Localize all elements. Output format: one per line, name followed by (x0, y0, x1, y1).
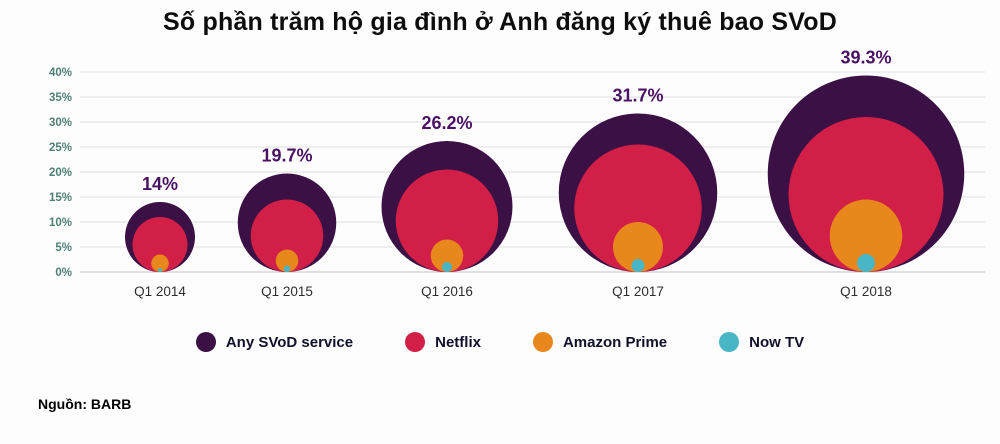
bubble-netflix-q1-2017 (574, 144, 702, 272)
y-tick-label: 5% (55, 242, 72, 254)
bubble-netflix-q1-2018 (788, 117, 944, 272)
bubble-amazon-prime-q1-2016 (430, 239, 464, 272)
source-note: Nguồn: BARB (38, 396, 132, 412)
legend-item-now-tv: Now TV (719, 332, 804, 352)
legend-item-any-svod-service: Any SVoD service (195, 332, 354, 352)
bubble-netflix-q1-2015 (250, 199, 324, 272)
legend-item-amazon-prime: Amazon Prime (532, 332, 668, 352)
legend-swatch-amazon-prime (532, 332, 553, 352)
bubble-now-tv-q1-2015 (283, 265, 291, 272)
value-label-q1-2014: 14% (142, 174, 178, 194)
legend-swatch-now-tv (719, 332, 740, 352)
y-tick-label: 10% (49, 217, 72, 229)
y-tick-label: 0% (55, 267, 72, 279)
value-label-q1-2015: 19.7% (261, 146, 312, 166)
bubble-now-tv-q1-2016 (442, 262, 452, 272)
x-tick-label-q1-2018: Q1 2018 (840, 284, 892, 299)
bubble-amazon-prime-q1-2017 (613, 222, 663, 272)
y-tick-label: 40% (49, 67, 72, 79)
legend-label-netflix: Netflix (435, 333, 481, 351)
x-tick-label-q1-2015: Q1 2015 (261, 284, 313, 299)
x-tick-label-q1-2014: Q1 2014 (134, 284, 186, 299)
legend-swatch-netflix (405, 332, 426, 352)
y-tick-label: 15% (49, 192, 72, 204)
chart-title: Số phần trăm hộ gia đình ở Anh đăng ký t… (162, 8, 838, 36)
legend: Any SVoD service Netflix Amazon Prime Now T… (0, 332, 1000, 352)
legend-label-now-tv: Now TV (749, 333, 805, 351)
plot-area: 0% 5% 10% 15% 20% 25% 30% 35% 40% 14% Q1 2014 19.7%… (49, 48, 985, 299)
bubble-now-tv-q1-2018 (857, 254, 875, 272)
legend-item-netflix: Netflix (405, 332, 481, 352)
legend-label-any-svod-service: Any SVoD service (225, 333, 354, 351)
x-tick-label-q1-2016: Q1 2016 (421, 284, 473, 299)
value-label-q1-2016: 26.2% (421, 113, 472, 133)
bubble-now-tv-q1-2017 (631, 259, 645, 272)
legend-label-amazon-prime: Amazon Prime (562, 333, 668, 351)
bubble-amazon-prime-q1-2015 (275, 249, 299, 272)
bubble-netflix-q1-2014 (132, 217, 188, 272)
bubble-now-tv-q1-2014 (158, 268, 162, 272)
y-tick-label: 25% (49, 142, 72, 154)
x-tick-label-q1-2017: Q1 2017 (612, 284, 664, 299)
y-tick-label: 35% (49, 92, 72, 104)
y-tick-label: 30% (49, 117, 72, 129)
value-label-q1-2018: 39.3% (840, 48, 891, 68)
value-label-q1-2017: 31.7% (612, 86, 663, 106)
bubble-netflix-q1-2016 (395, 169, 499, 272)
bubble-amazon-prime-q1-2014 (151, 254, 169, 272)
legend-swatch-any-svod-service (195, 332, 216, 352)
bubble-amazon-prime-q1-2018 (829, 199, 903, 272)
y-tick-label: 20% (49, 167, 72, 179)
